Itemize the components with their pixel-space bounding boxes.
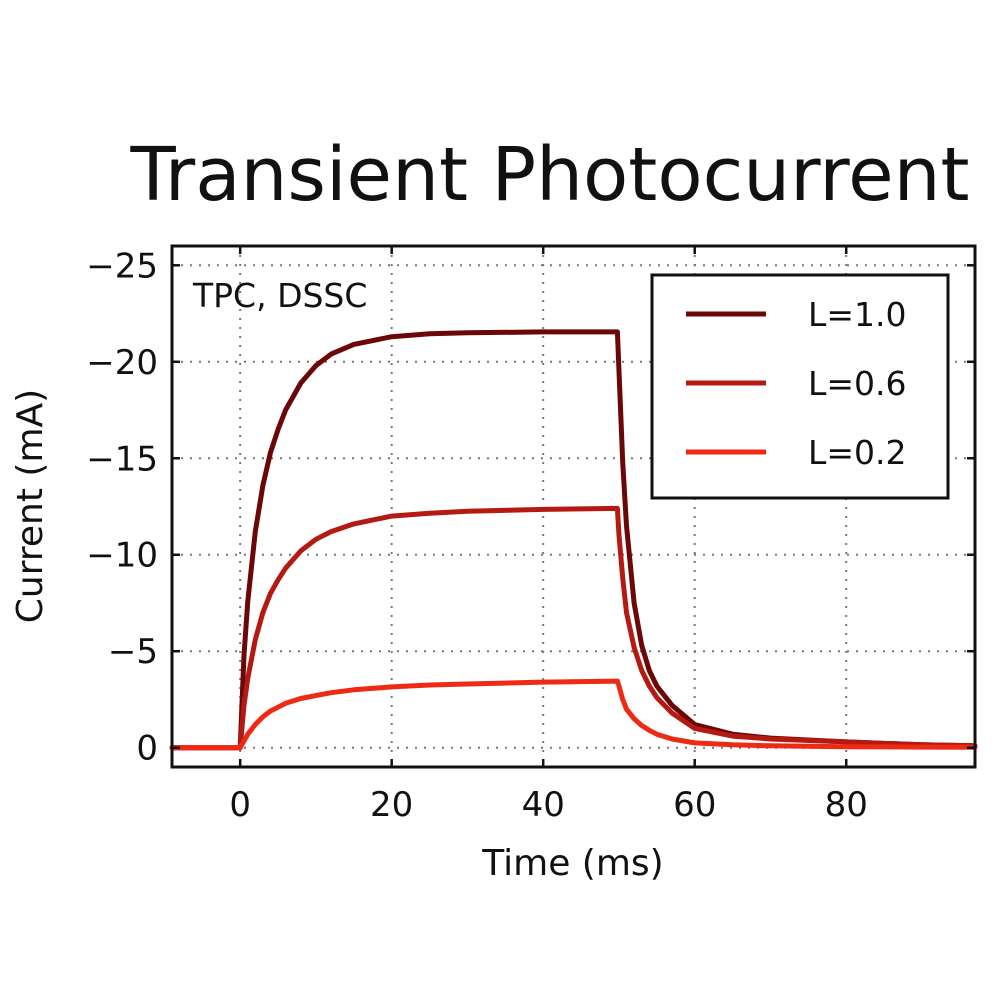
x-tick-label: 0: [229, 785, 251, 825]
chart-title: Transient Photocurrent: [129, 132, 969, 218]
y-tick-label: −20: [86, 343, 158, 383]
series-line-l-0-6: [169, 505, 978, 751]
annotation-label: TPC, DSSC: [192, 276, 367, 315]
series-layer: [169, 329, 978, 751]
legend-label: L=0.2: [808, 433, 907, 472]
y-tick-label: −5: [108, 632, 158, 672]
x-tick-label: 20: [370, 785, 413, 825]
plot-frame: [170, 244, 977, 769]
x-tick-label: 80: [825, 785, 868, 825]
x-axis-label: Time (ms): [481, 843, 663, 884]
tick-layer: 0 20 40 60 80 0 −5 −10 −15 −20 −25: [86, 246, 975, 825]
x-tick-label: 60: [673, 785, 716, 825]
y-axis-label: Current (mA): [10, 389, 51, 623]
y-tick-label: −10: [86, 536, 158, 576]
y-tick-label: −25: [86, 246, 158, 286]
y-tick-label: −15: [86, 439, 158, 479]
x-tick-label: 40: [522, 785, 565, 825]
legend-label: L=0.6: [808, 364, 907, 403]
series-line-l-0-2: [169, 678, 978, 751]
series-line-l-1-0: [169, 329, 978, 751]
y-tick-label: 0: [136, 729, 158, 769]
legend-label: L=1.0: [808, 295, 907, 334]
legend: L=1.0 L=0.6 L=0.2: [650, 273, 950, 500]
